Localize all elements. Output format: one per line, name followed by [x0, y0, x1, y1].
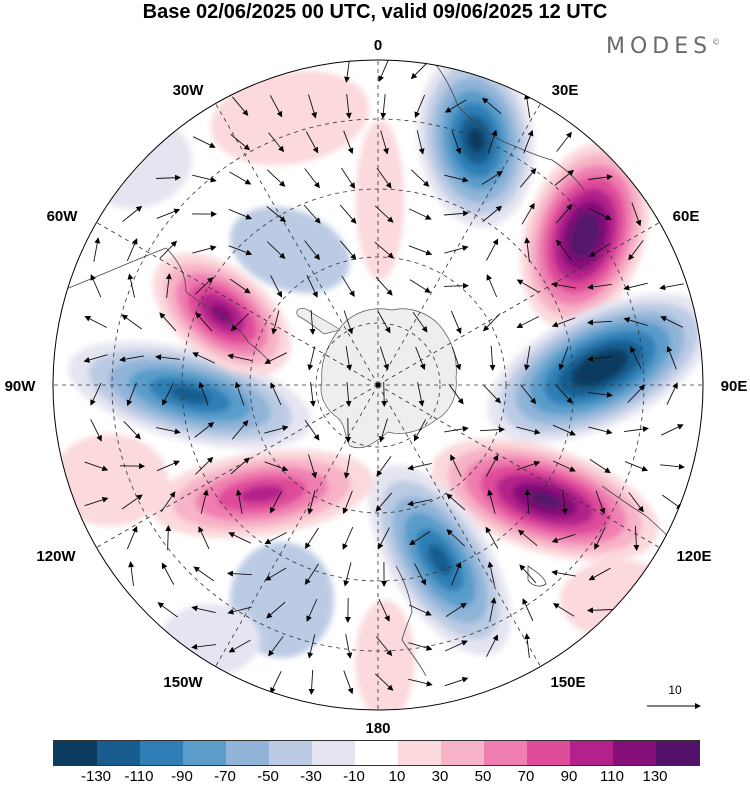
- legend-tick-label: -130: [81, 768, 111, 785]
- legend-color-cell: [441, 741, 484, 765]
- legend-color-cell: [484, 741, 527, 765]
- legend-tick-label: -30: [300, 768, 322, 785]
- lon-label-150e: 150E: [550, 674, 585, 691]
- legend-tick-label: 70: [518, 768, 535, 785]
- lon-label-180: 180: [365, 720, 390, 737]
- legend-tick-label: 30: [432, 768, 449, 785]
- anomaly-patch: [356, 120, 404, 280]
- legend-color-cell: [54, 741, 97, 765]
- legend-color-cell: [527, 741, 570, 765]
- lon-label-150w: 150W: [163, 674, 203, 691]
- anomaly-patch: [52, 434, 168, 526]
- legend-color-cell: [570, 741, 613, 765]
- legend-tick-label: -110: [125, 768, 154, 785]
- lon-label-120e: 120E: [676, 548, 711, 565]
- legend-tick-label: -10: [343, 768, 365, 785]
- legend-tick-label: -50: [257, 768, 279, 785]
- lon-label-60e: 60E: [673, 208, 700, 225]
- lon-label-120w: 120W: [36, 548, 76, 565]
- legend-tick-label: 10: [389, 768, 406, 785]
- legend-color-cell: [140, 741, 183, 765]
- legend-tick-labels: -130 -110 -90 -70 -50 -30 -10 10 30 50 70 90 110 130: [53, 768, 703, 784]
- anomaly-patch: [560, 560, 680, 640]
- legend-color-cell: [269, 741, 312, 765]
- legend-color-cell: [226, 741, 269, 765]
- lon-label-90e: 90E: [721, 378, 748, 395]
- legend-color-cell: [97, 741, 140, 765]
- wind-reference-vector: 10: [647, 683, 700, 706]
- legend-color-cell: [183, 741, 226, 765]
- legend-tick-label: 90: [561, 768, 578, 785]
- anomaly-patch: [72, 112, 192, 208]
- anomaly-patch: [355, 600, 415, 720]
- legend-color-cell: [312, 741, 355, 765]
- lon-label-90w: 90W: [5, 378, 37, 395]
- wind-reference-label: 10: [668, 683, 682, 697]
- legend-color-cell: [613, 741, 656, 765]
- south-pole-marker: [376, 383, 381, 388]
- legend-color-cell: [355, 741, 398, 765]
- legend-tick-label: 50: [475, 768, 492, 785]
- polar-map: 0 30E 60E 90E 120E 150E 180 150W 120W 90…: [0, 0, 750, 740]
- color-legend: [53, 740, 700, 766]
- legend-tick-label: 130: [642, 768, 667, 785]
- legend-color-cell: [656, 741, 699, 765]
- lon-label-0: 0: [374, 37, 382, 54]
- map-disk: [40, 45, 735, 730]
- legend-tick-label: -70: [214, 768, 236, 785]
- legend-color-cell: [398, 741, 441, 765]
- legend-tick-label: -90: [171, 768, 193, 785]
- lon-label-60w: 60W: [47, 208, 79, 225]
- lon-label-30w: 30W: [173, 82, 205, 99]
- lon-label-30e: 30E: [552, 82, 579, 99]
- wind-arrow: [384, 382, 385, 406]
- legend-tick-label: 110: [600, 768, 624, 785]
